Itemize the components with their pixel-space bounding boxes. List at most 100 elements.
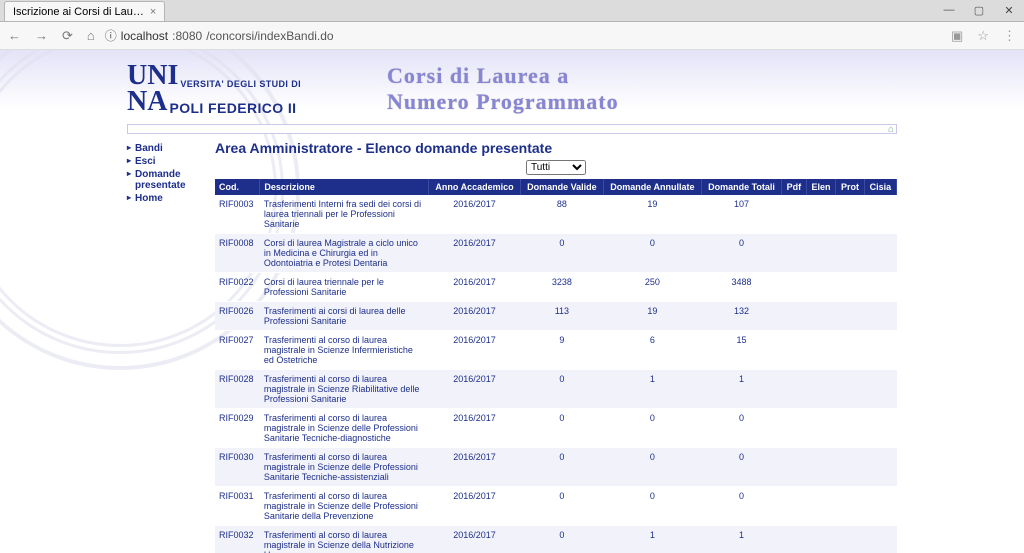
cell-totali: 0 — [702, 448, 782, 487]
cell-desc: Trasferimenti ai corsi di laurea delle P… — [260, 302, 429, 331]
th-elen: Elen — [806, 179, 836, 195]
cell-valide: 0 — [520, 370, 603, 409]
cell-pdf — [781, 370, 806, 409]
th-totali: Domande Totali — [702, 179, 782, 195]
close-window-button[interactable]: ✕ — [994, 0, 1024, 20]
cell-valide: 88 — [520, 195, 603, 234]
cell-pdf — [781, 195, 806, 234]
cell-cisia — [864, 331, 896, 370]
cell-cod: RIF0031 — [215, 487, 260, 526]
browser-address-bar: ← → ⟳ ⌂ ⓘ localhost:8080/concorsi/indexB… — [0, 22, 1024, 50]
maximize-button[interactable]: ▢ — [964, 0, 994, 20]
cell-totali: 0 — [702, 409, 782, 448]
cell-valide: 0 — [520, 526, 603, 553]
th-prot: Prot — [836, 179, 864, 195]
cell-prot — [836, 526, 864, 553]
cell-anno: 2016/2017 — [429, 273, 521, 302]
cell-cisia — [864, 487, 896, 526]
cell-desc: Trasferimenti al corso di laurea magistr… — [260, 331, 429, 370]
th-cod: Cod. — [215, 179, 260, 195]
cell-anno: 2016/2017 — [429, 487, 521, 526]
close-tab-icon[interactable]: × — [150, 6, 156, 18]
logo-line1-rest: VERSITA' DEGLI STUDI DI — [180, 80, 301, 90]
cell-elen — [806, 370, 836, 409]
sidebar-item-esci[interactable]: Esci — [127, 155, 197, 168]
cell-anno: 2016/2017 — [429, 448, 521, 487]
cell-desc: Trasferimenti al corso di laurea magistr… — [260, 448, 429, 487]
cell-prot — [836, 409, 864, 448]
cell-cisia — [864, 448, 896, 487]
sidebar-item-domande[interactable]: Domande presentate — [127, 168, 197, 192]
cell-prot — [836, 487, 864, 526]
main-content: Area Amministratore - Elenco domande pre… — [215, 140, 897, 553]
cell-annullate: 19 — [603, 195, 701, 234]
tab-title: Iscrizione ai Corsi di Lau… — [13, 6, 144, 18]
header-strip: ⌂ — [127, 124, 897, 134]
reload-button[interactable]: ⟳ — [62, 28, 73, 44]
cell-cod: RIF0028 — [215, 370, 260, 409]
cell-desc: Trasferimenti al corso di laurea magistr… — [260, 409, 429, 448]
cell-annullate: 6 — [603, 331, 701, 370]
star-icon[interactable]: ☆ — [977, 28, 989, 44]
back-button[interactable]: ← — [8, 28, 21, 43]
cell-annullate: 250 — [603, 273, 701, 302]
cell-valide: 0 — [520, 234, 603, 273]
cell-annullate: 1 — [603, 526, 701, 553]
cell-totali: 107 — [702, 195, 782, 234]
cell-cisia — [864, 273, 896, 302]
cell-anno: 2016/2017 — [429, 302, 521, 331]
cell-cisia — [864, 370, 896, 409]
cell-anno: 2016/2017 — [429, 234, 521, 273]
table-row: RIF0026Trasferimenti ai corsi di laurea … — [215, 302, 897, 331]
th-cisia: Cisia — [864, 179, 896, 195]
cell-valide: 0 — [520, 487, 603, 526]
cell-totali: 0 — [702, 234, 782, 273]
menu-icon[interactable]: ⋮ — [1003, 28, 1016, 44]
cell-pdf — [781, 409, 806, 448]
minimize-button[interactable]: — — [934, 0, 964, 20]
page-title-graphic: Corsi di Laurea a Numero Programmato — [387, 63, 619, 116]
cell-valide: 0 — [520, 448, 603, 487]
cell-desc: Trasferimenti Interni fra sedi dei corsi… — [260, 195, 429, 234]
cell-valide: 9 — [520, 331, 603, 370]
page-title-line1: Corsi di Laurea a — [387, 63, 619, 89]
th-anno: Anno Accademico — [429, 179, 521, 195]
cell-annullate: 0 — [603, 448, 701, 487]
browser-tab-bar: Iscrizione ai Corsi di Lau… × — ▢ ✕ — [0, 0, 1024, 22]
cell-desc: Trasferimenti al corso di laurea magistr… — [260, 370, 429, 409]
cell-elen — [806, 331, 836, 370]
cell-elen — [806, 526, 836, 553]
site-icon[interactable]: ▣ — [951, 28, 963, 44]
filter-select[interactable]: Tutti — [526, 160, 586, 175]
sidebar-label: Domande presentate — [135, 169, 186, 191]
cell-cisia — [864, 302, 896, 331]
logo-line2-big: NA — [127, 88, 167, 116]
sidebar-item-bandi[interactable]: Bandi — [127, 142, 197, 155]
logo-line2-rest: POLI FEDERICO II — [169, 101, 296, 116]
th-pdf: Pdf — [781, 179, 806, 195]
home-icon[interactable]: ⌂ — [888, 124, 894, 135]
url-host: localhost — [121, 29, 168, 43]
page-viewport: UNI VERSITA' DEGLI STUDI DI NA POLI FEDE… — [0, 50, 1024, 553]
sidebar-item-home[interactable]: Home — [127, 192, 197, 205]
cell-cisia — [864, 409, 896, 448]
cell-prot — [836, 273, 864, 302]
url-port: :8080 — [172, 29, 202, 43]
cell-pdf — [781, 234, 806, 273]
forward-button[interactable]: → — [35, 28, 48, 43]
cell-totali: 3488 — [702, 273, 782, 302]
table-row: RIF0022Corsi di laurea triennale per le … — [215, 273, 897, 302]
cell-prot — [836, 234, 864, 273]
table-body: RIF0003Trasferimenti Interni fra sedi de… — [215, 195, 897, 553]
cell-totali: 15 — [702, 331, 782, 370]
url-display[interactable]: ⓘ localhost:8080/concorsi/indexBandi.do — [105, 27, 334, 44]
cell-totali: 132 — [702, 302, 782, 331]
cell-pdf — [781, 448, 806, 487]
cell-cod: RIF0027 — [215, 331, 260, 370]
browser-tab[interactable]: Iscrizione ai Corsi di Lau… × — [4, 1, 165, 21]
cell-elen — [806, 409, 836, 448]
cell-pdf — [781, 331, 806, 370]
cell-prot — [836, 195, 864, 234]
cell-prot — [836, 331, 864, 370]
home-button[interactable]: ⌂ — [87, 28, 95, 43]
